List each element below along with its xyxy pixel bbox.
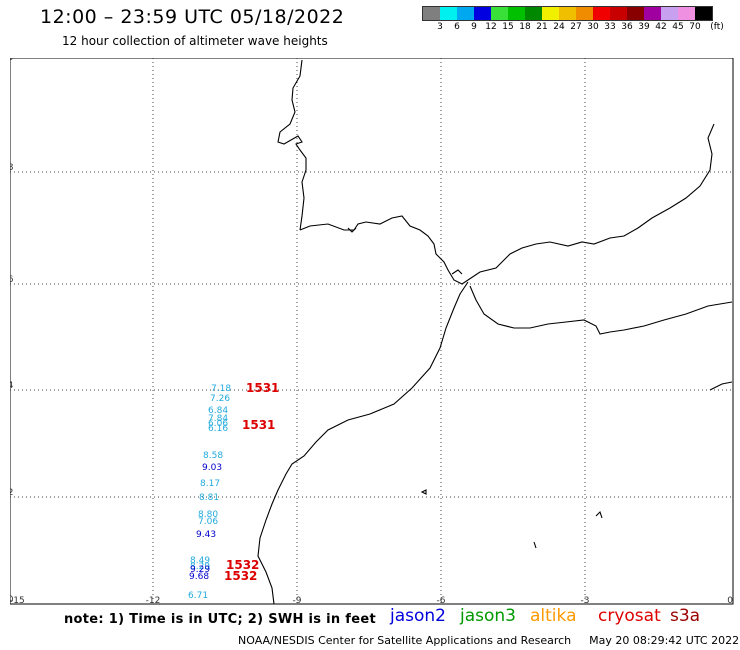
longitude-label: -12 [146, 596, 161, 605]
color-scale-label: 42 [655, 22, 667, 32]
color-swatch [576, 7, 593, 20]
wave-height-label: 1532 [226, 558, 259, 572]
wave-height-label: 9.29 [190, 565, 210, 575]
color-scale-label: 70 [689, 22, 701, 32]
wave-height-label: 1531 [246, 381, 279, 395]
wave-height-label: 6.84 [208, 406, 228, 416]
color-swatch [593, 7, 610, 20]
color-swatch [457, 7, 474, 20]
observation-labels: 7.18 1531 7.26 6.847.846.066.16 1531 8.58 9.03… [188, 381, 279, 601]
axis-labels: -15 -12 -9 -6 -3 0 40 38 36 34 32 30 [10, 58, 733, 605]
color-swatch [610, 7, 627, 20]
timestamp-text: May 20 08:29:42 UTC 2022 [589, 634, 740, 647]
latitude-label: 34 [10, 381, 14, 391]
wave-height-label: 8.49 [190, 556, 210, 566]
wave-height-map[interactable]: 7.18 1531 7.26 6.847.846.066.16 1531 8.58 9.03… [10, 58, 734, 605]
color-scale-label: 33 [604, 22, 616, 32]
color-scale-label: 45 [672, 22, 684, 32]
color-swatch [491, 7, 508, 20]
wave-height-label: 8.80 [198, 510, 218, 520]
color-swatch [695, 7, 712, 20]
wave-height-label: 6.06 [208, 419, 228, 429]
units-note: note: 1) Time is in UTC; 2) SWH is in fe… [64, 612, 376, 627]
color-scale-label: 18 [519, 22, 531, 32]
color-scale-label: 21 [536, 22, 548, 32]
color-scale-label: 15 [502, 22, 514, 32]
color-scale-label: 12 [485, 22, 497, 32]
color-scale-label: 30 [587, 22, 599, 32]
wave-height-label: 7.18 [211, 384, 231, 394]
color-scale-label: 27 [570, 22, 582, 32]
color-scale-label: 6 [454, 22, 460, 32]
legend-jason3: jason3 [460, 606, 516, 626]
color-swatch [423, 7, 440, 20]
color-swatch [440, 7, 457, 20]
latitude-label: 32 [10, 488, 13, 498]
color-scale-legend: 3 6 9 12 15 18 21 24 27 30 33 36 39 42 45 70 (ft) [422, 6, 724, 33]
longitude-label: 0 [727, 596, 733, 605]
color-scale-unit: (ft) [710, 22, 724, 32]
color-swatch [542, 7, 559, 20]
latitude-label: 40 [10, 58, 14, 63]
longitude-label: -9 [293, 596, 302, 605]
credit-text: NOAA/NESDIS Center for Satellite Applica… [238, 634, 572, 647]
color-swatch [644, 7, 661, 20]
legend-altika: altika [530, 606, 577, 626]
coastline [257, 59, 733, 605]
wave-height-label: 1531 [242, 418, 275, 432]
wave-height-label: 8.81 [199, 493, 219, 503]
wave-height-label: 9.43 [196, 530, 216, 540]
color-swatch [661, 7, 678, 20]
lat-lon-grid [10, 58, 733, 604]
wave-height-label: 6.16 [208, 424, 228, 434]
color-swatch [627, 7, 644, 20]
map-subtitle: 12 hour collection of altimeter wave hei… [62, 34, 328, 48]
latitude-label: 30 [10, 595, 14, 605]
latitude-label: 38 [10, 163, 14, 173]
color-scale-swatches [422, 6, 713, 21]
legend-cryosat: cryosat [598, 606, 661, 626]
color-scale-label: 9 [471, 22, 477, 32]
color-scale-labels: 3 6 9 12 15 18 21 24 27 30 33 36 39 42 45 70 (ft) [422, 21, 724, 33]
wave-height-label: 9.68 [189, 572, 209, 582]
legend-s3a: s3a [670, 606, 701, 626]
wave-height-label: 7.84 [208, 414, 228, 424]
wave-height-label: 8.17 [200, 479, 220, 489]
color-swatch [525, 7, 542, 20]
wave-height-label: 7.06 [198, 517, 218, 527]
color-scale-label: 3 [437, 22, 443, 32]
legend-jason2: jason2 [390, 606, 446, 626]
latitude-label: 36 [10, 275, 14, 285]
wave-height-label: 8.58 [203, 451, 223, 461]
longitude-label: -15 [10, 596, 25, 605]
color-scale-label: 36 [621, 22, 633, 32]
longitude-label: -6 [437, 596, 446, 605]
map-frame [10, 58, 734, 605]
color-swatch [678, 7, 695, 20]
wave-height-label: 8.29 [190, 562, 210, 572]
color-swatch [559, 7, 576, 20]
footer: NOAA/NESDIS Center for Satellite Applica… [238, 634, 739, 647]
wave-height-label: 1532 [224, 569, 257, 583]
color-scale-label: 24 [553, 22, 565, 32]
longitude-label: -3 [581, 596, 590, 605]
color-swatch [508, 7, 525, 20]
color-swatch [474, 7, 491, 20]
wave-height-label: 6.71 [188, 591, 208, 601]
color-scale-label: 39 [638, 22, 650, 32]
wave-height-label: 7.26 [210, 394, 230, 404]
map-title: 12:00 – 23:59 UTC 05/18/2022 [40, 6, 345, 28]
wave-height-label: 9.03 [202, 463, 222, 473]
